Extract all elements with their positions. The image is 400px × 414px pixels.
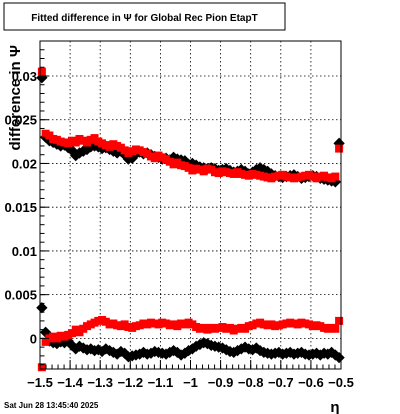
y-tick-label: 0.03 bbox=[12, 69, 37, 84]
x-axis-title: η bbox=[330, 399, 339, 414]
x-tick-label: −0.7 bbox=[268, 375, 294, 390]
data-point bbox=[331, 172, 340, 181]
data-point bbox=[335, 316, 344, 325]
x-tick-label: −0.6 bbox=[298, 375, 324, 390]
series-layer bbox=[36, 67, 345, 372]
y-tick-label: 0.005 bbox=[4, 288, 37, 303]
x-tick-label: −0.5 bbox=[328, 375, 354, 390]
data-point bbox=[331, 324, 340, 333]
y-tick-label: 0.025 bbox=[4, 113, 37, 128]
data-point bbox=[37, 67, 46, 76]
x-tick-label: −1.2 bbox=[117, 375, 143, 390]
data-point bbox=[333, 351, 345, 364]
chart-title: Fitted difference in Ψ for Global Rec Pi… bbox=[31, 13, 257, 24]
data-point bbox=[37, 363, 46, 372]
y-tick-label: 0.015 bbox=[4, 200, 37, 215]
y-tick-label: 0 bbox=[30, 331, 37, 346]
x-tick-label: −1.1 bbox=[148, 375, 174, 390]
data-point bbox=[36, 302, 48, 314]
x-tick-label: −1.5 bbox=[27, 375, 53, 390]
y-tick-label: 0.02 bbox=[12, 156, 37, 171]
data-point bbox=[335, 144, 344, 153]
series-1 bbox=[37, 67, 344, 372]
x-tick-label: −1 bbox=[183, 375, 198, 390]
title-frame bbox=[3, 2, 286, 31]
x-tick-label: −1.4 bbox=[57, 375, 83, 390]
timestamp: Sat Jun 28 13:45:40 2025 bbox=[4, 401, 99, 410]
x-tick-label: −0.8 bbox=[238, 375, 264, 390]
axes: −1.5 −1.4 −1.3 −1.2 −1.1 −1 −0.9 −0.8 −0.7 −0.6 −0… bbox=[4, 49, 354, 390]
y-axis-title: difference in Ψ bbox=[7, 45, 24, 151]
x-tick-label: −0.9 bbox=[208, 375, 234, 390]
title-box: Fitted difference in Ψ for Global Rec Pi… bbox=[3, 2, 286, 31]
grid bbox=[40, 41, 341, 369]
x-tick-label: −1.3 bbox=[87, 375, 113, 390]
y-tick-label: 0.01 bbox=[12, 244, 37, 259]
